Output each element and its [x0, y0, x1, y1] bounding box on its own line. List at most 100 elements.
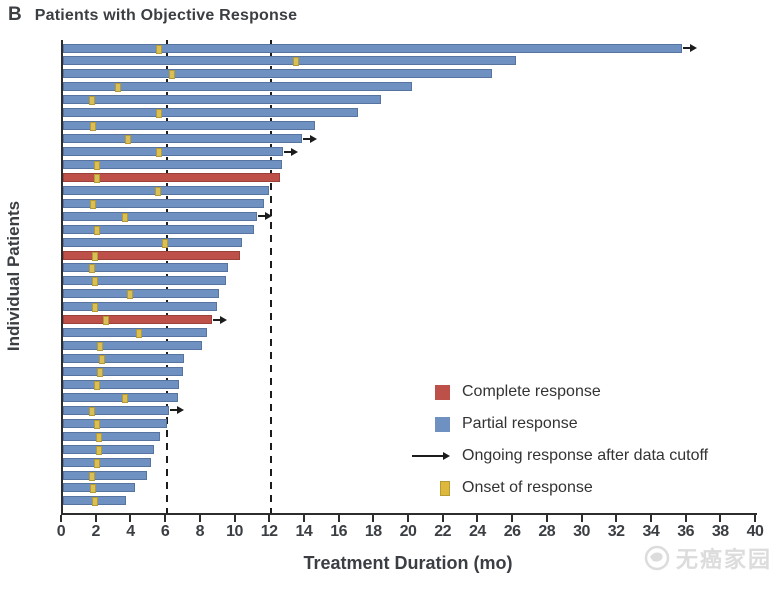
swimmer-bar	[63, 198, 265, 208]
onset-marker	[93, 173, 100, 183]
x-tick	[129, 515, 132, 522]
x-tick	[476, 515, 479, 522]
swimmer-bar	[63, 224, 254, 234]
onset-marker	[97, 342, 104, 352]
onset-marker	[154, 186, 161, 196]
legend-label: Onset of response	[462, 479, 593, 496]
x-tick	[94, 515, 97, 522]
x-tick-label: 28	[538, 523, 556, 540]
onset-marker	[97, 368, 104, 377]
legend: Complete response Partial response Ongoi…	[404, 376, 708, 504]
onset-marker	[92, 497, 99, 507]
swimmer-bar	[63, 457, 152, 467]
onset-marker	[88, 264, 95, 274]
onset-marker	[88, 471, 95, 481]
swimmer-bar	[63, 431, 161, 441]
onset-marker	[135, 329, 142, 339]
legend-label: Partial response	[462, 415, 578, 432]
onset-marker	[293, 57, 300, 67]
ongoing-arrow-icon	[683, 47, 692, 49]
plot-area	[61, 40, 757, 515]
y-axis-label: Individual Patients	[4, 200, 23, 352]
x-tick	[511, 515, 514, 522]
x-tick	[268, 515, 271, 522]
x-tick	[233, 515, 236, 522]
swimmer-bar	[63, 367, 183, 376]
swimmer-bar	[63, 172, 280, 182]
complete-response-swatch-icon	[435, 384, 450, 400]
ongoing-arrow-icon	[220, 315, 228, 324]
swimmer-bar	[63, 341, 202, 351]
onset-marker	[92, 277, 99, 287]
ongoing-arrow-icon	[303, 137, 312, 140]
x-tick-label: 0	[56, 523, 66, 540]
x-tick-label: 36	[677, 523, 694, 540]
x-tick-label: 6	[160, 523, 170, 540]
swimmer-bar	[63, 418, 168, 428]
panel-letter: B	[8, 4, 22, 25]
x-tick-label: 24	[468, 523, 486, 540]
onset-marker	[95, 445, 102, 455]
swimmer-bar	[63, 43, 683, 53]
x-tick-label: 12	[260, 523, 278, 540]
x-tick-label: 14	[295, 523, 313, 540]
swimmer-bar	[63, 211, 258, 221]
watermark: 无癌家园	[642, 542, 772, 574]
x-tick	[407, 515, 409, 522]
x-tick-label: 40	[746, 523, 764, 540]
watermark-logo-icon	[644, 545, 670, 571]
ongoing-arrow-icon	[169, 409, 178, 412]
onset-marker	[156, 109, 163, 119]
x-tick-label: 22	[434, 523, 452, 540]
swimmer-bar	[63, 147, 284, 157]
swimmer-bar	[63, 470, 148, 480]
x-tick	[60, 515, 62, 522]
legend-item-complete-response: Complete response	[404, 376, 708, 408]
chart-title: Patients with Objective Response	[34, 7, 298, 24]
ongoing-arrow-icon	[284, 150, 293, 153]
onset-marker	[92, 251, 99, 261]
x-tick	[754, 515, 756, 522]
x-tick	[372, 515, 375, 522]
onset-marker	[93, 380, 100, 390]
x-tick	[164, 515, 167, 522]
legend-label: Ongoing response after data cutoff	[462, 447, 709, 464]
swimmer-bar	[63, 250, 240, 260]
watermark-text: 无癌家园	[675, 547, 772, 572]
swimmer-bar	[63, 354, 185, 364]
x-tick-label: 16	[330, 523, 347, 540]
swimmer-bar	[63, 405, 169, 415]
onset-marker	[156, 44, 163, 54]
x-axis-label: Treatment Duration (mo)	[303, 553, 513, 573]
onset-marker	[90, 122, 97, 132]
x-tick-label: 18	[364, 523, 382, 540]
swimmer-bar	[63, 237, 242, 247]
x-tick	[198, 515, 201, 522]
ongoing-arrow-icon	[258, 215, 267, 218]
swimmer-bar	[63, 56, 516, 66]
swimmer-bar	[63, 483, 135, 493]
ongoing-arrow-icon	[176, 406, 184, 415]
swimmer-bar	[63, 315, 213, 325]
onset-marker	[126, 290, 133, 300]
reference-line-12mo	[270, 40, 273, 513]
x-tick	[337, 515, 340, 522]
swimmer-bar	[63, 108, 358, 118]
swimmer-bar	[63, 302, 218, 312]
x-tick-label: 20	[399, 523, 417, 540]
ongoing-arrow-icon	[310, 134, 318, 143]
onset-marker	[95, 432, 102, 442]
swimmer-bar	[63, 69, 492, 79]
swimmer-bar	[63, 289, 220, 299]
legend-item-onset-of-response: Onset of response	[404, 472, 708, 504]
x-tick	[545, 515, 548, 522]
swimmer-bar	[63, 134, 303, 144]
onset-marker	[102, 316, 109, 326]
x-tick-label: 32	[607, 523, 625, 540]
x-tick-label: 34	[642, 523, 660, 540]
x-tick-label: 10	[226, 523, 243, 540]
x-tick	[302, 515, 305, 522]
legend-label: Complete response	[462, 383, 601, 400]
x-tick	[684, 515, 687, 522]
